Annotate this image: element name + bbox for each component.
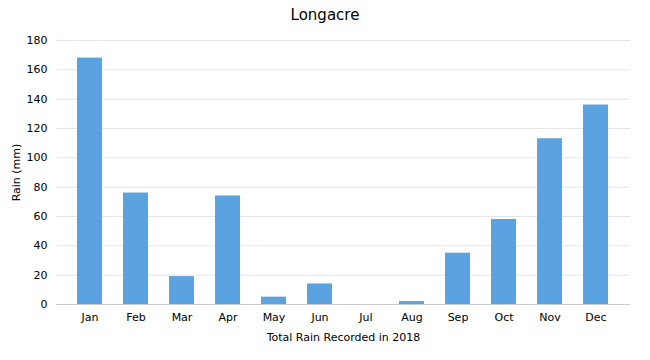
- svg-text:40: 40: [34, 239, 48, 252]
- svg-text:0: 0: [41, 298, 48, 311]
- svg-text:Aug: Aug: [401, 311, 422, 324]
- svg-text:Sep: Sep: [448, 311, 469, 324]
- svg-text:Nov: Nov: [539, 311, 561, 324]
- svg-text:Jan: Jan: [81, 311, 99, 324]
- svg-text:Dec: Dec: [585, 311, 606, 324]
- svg-text:Oct: Oct: [494, 311, 514, 324]
- svg-text:120: 120: [27, 122, 48, 135]
- svg-text:20: 20: [34, 269, 48, 282]
- svg-text:Feb: Feb: [126, 311, 145, 324]
- svg-text:Jul: Jul: [358, 311, 372, 324]
- svg-text:Mar: Mar: [172, 311, 193, 324]
- svg-text:Total Rain Recorded in 2018: Total Rain Recorded in 2018: [266, 331, 421, 344]
- svg-text:80: 80: [34, 181, 48, 194]
- svg-text:100: 100: [27, 151, 48, 164]
- svg-text:Jun: Jun: [310, 311, 328, 324]
- svg-text:160: 160: [27, 63, 48, 76]
- svg-text:May: May: [263, 311, 286, 324]
- svg-text:60: 60: [34, 210, 48, 223]
- svg-text:Apr: Apr: [218, 311, 238, 324]
- html-text:Longacre: Longacre: [290, 6, 360, 24]
- svg-text:140: 140: [27, 93, 48, 106]
- svg-text:Rain (mm): Rain (mm): [10, 144, 23, 202]
- svg-text:180: 180: [27, 34, 48, 47]
